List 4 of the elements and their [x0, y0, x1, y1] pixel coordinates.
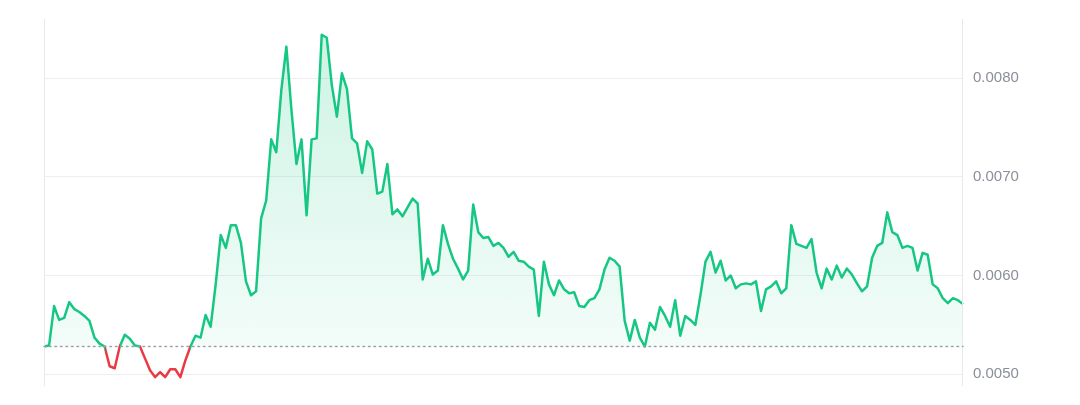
y-tick-label: 0.0080 [973, 68, 1019, 86]
y-tick-label: 0.0050 [973, 364, 1019, 382]
y-tick-label: 0.0060 [973, 265, 1019, 283]
y-tick-label: 0.0070 [973, 166, 1019, 184]
